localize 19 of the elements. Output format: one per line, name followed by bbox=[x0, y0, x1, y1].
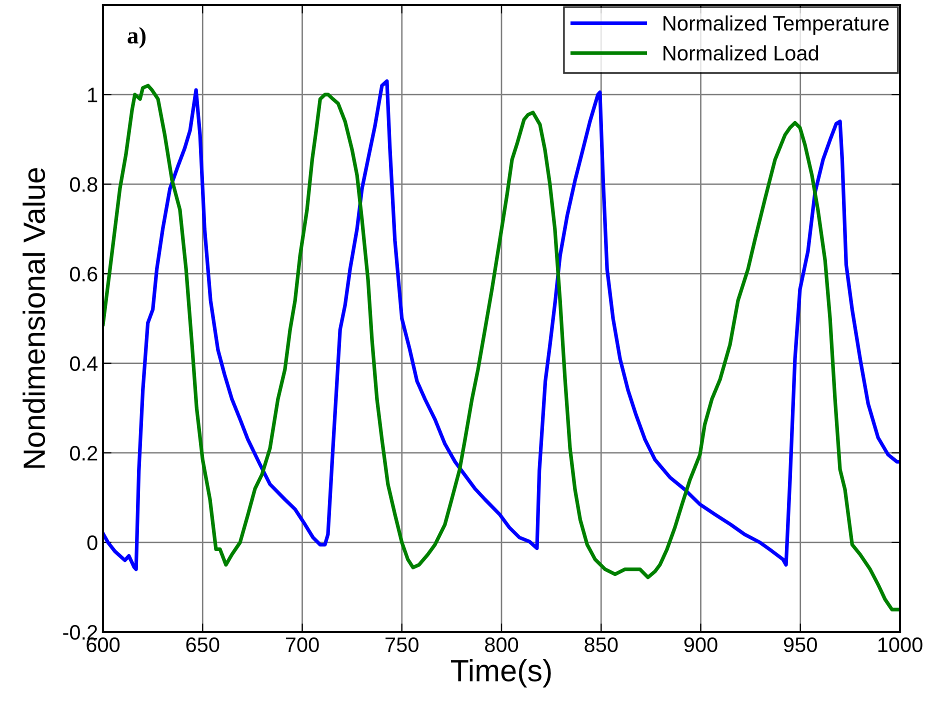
x-axis-title: Time(s) bbox=[451, 659, 551, 688]
legend-label: Normalized Temperature bbox=[664, 15, 889, 35]
x-tick-label: 950 bbox=[784, 637, 817, 652]
y-axis-title: Nondimensional Value bbox=[22, 168, 46, 468]
y-tick-label: 0 bbox=[87, 535, 98, 550]
x-tick-label: 800 bbox=[485, 637, 518, 652]
x-tick-label: 850 bbox=[584, 637, 618, 652]
x-tick-label: 750 bbox=[386, 637, 418, 652]
y-tick-label: 0.6 bbox=[70, 266, 98, 282]
y-tick-label: 0.2 bbox=[70, 446, 98, 461]
legend-label: Normalized Load bbox=[664, 45, 818, 61]
x-tick-label: 1000 bbox=[878, 637, 922, 652]
annotation: a) bbox=[128, 26, 146, 48]
y-tick-label: 0.8 bbox=[70, 177, 98, 192]
y-tick-label: 1 bbox=[88, 88, 98, 102]
y-tick-label: 0.4 bbox=[70, 356, 98, 372]
x-tick-label: 700 bbox=[286, 637, 319, 652]
x-tick-label: 900 bbox=[684, 637, 718, 652]
x-tick-label: 650 bbox=[186, 637, 220, 652]
